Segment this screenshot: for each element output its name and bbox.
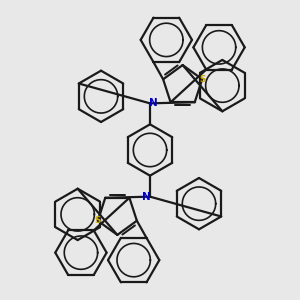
Text: S: S bbox=[94, 216, 101, 225]
Text: N: N bbox=[142, 192, 151, 202]
Text: S: S bbox=[199, 75, 206, 84]
Text: N: N bbox=[149, 98, 158, 108]
